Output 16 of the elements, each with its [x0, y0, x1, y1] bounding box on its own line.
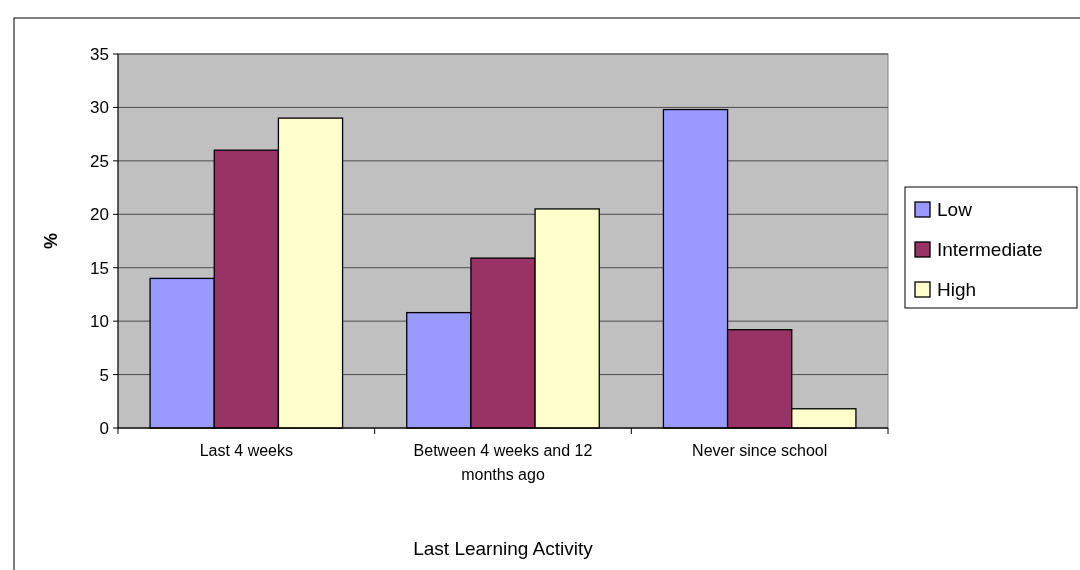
x-tick-label: Between 4 weeks and 12 months ago	[413, 442, 593, 483]
x-axis-title: Last Learning Activity	[413, 538, 594, 559]
x-tick-label: Never since school	[692, 442, 828, 459]
legend-label: Low	[937, 198, 973, 220]
y-tick-label: 35	[90, 44, 109, 64]
y-tick-label: 20	[90, 205, 109, 225]
y-tick-label: 0	[99, 418, 109, 438]
legend-label: Intermediate	[937, 238, 1043, 260]
legend-label: High	[937, 278, 977, 300]
y-tick-label: 15	[90, 258, 109, 278]
y-tick-label: 25	[90, 151, 109, 171]
y-tick-label: 30	[90, 98, 109, 118]
x-tick-label: Last 4 weeks	[199, 442, 294, 459]
y-axis-title: %	[41, 232, 61, 250]
y-tick-label: 5	[99, 365, 109, 385]
y-tick-label: 10	[90, 312, 109, 332]
